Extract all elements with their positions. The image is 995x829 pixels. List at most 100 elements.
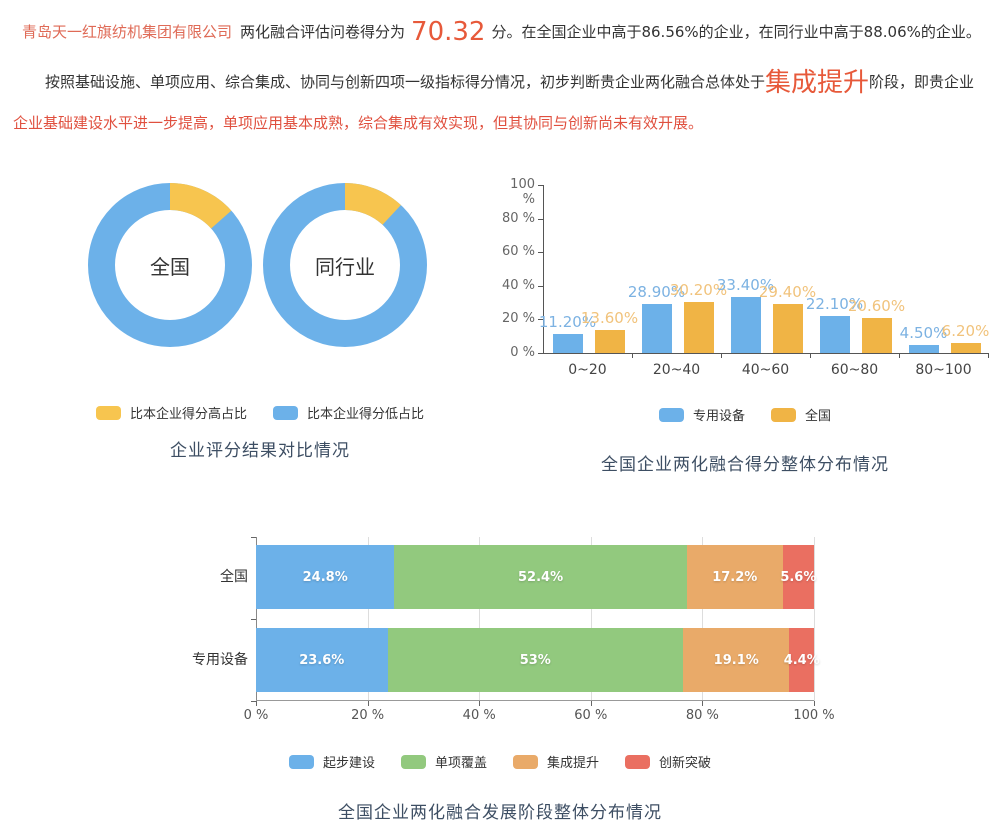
summary-lead: 两化融合评估问卷得分为 [240, 23, 406, 41]
segment-创新突破: 5.6% [780, 545, 817, 609]
bar-value-label: 6.20% [941, 321, 990, 340]
stage-name: 集成提升 [765, 68, 870, 98]
score-value: 70.32 [411, 17, 486, 47]
gridline [367, 537, 369, 701]
segment-label: 24.8% [302, 569, 348, 585]
bar-value-label: 28.90% [627, 283, 686, 302]
gridline [479, 537, 481, 701]
legend-item-2[interactable]: 集成提升 [513, 752, 599, 771]
legend-swatch-icon [288, 754, 314, 769]
x-axis-label: 80 % [685, 708, 719, 723]
stacked-bar-plot: 24.8% 52.4% 17.2% 5.6% 23.6% 53% 19.1% 4.4% [251, 537, 820, 706]
legend-item-3[interactable]: 创新突破 [625, 752, 711, 771]
donut-chart-block: 全国 同行业 比本企业得分高占比 比本企业得分低占比 企业评分结果对比情况 [60, 180, 460, 480]
y-axis-line [256, 537, 257, 701]
gridline [814, 537, 815, 701]
legend-swatch-icon [400, 754, 426, 769]
stacked-row-全国: 24.8% 52.4% 17.2% 5.6% [256, 545, 817, 609]
segment-label: 52.4% [518, 569, 564, 585]
grouped-bar-plot: 11.20% 13.60% 28.90% 30.20% 33.40% 29.40% 22.1… [539, 185, 989, 354]
y-axis-tick [251, 537, 256, 538]
x-axis-tick [367, 701, 369, 706]
segment-创新突破: 4.4% [784, 628, 820, 692]
legend-swatch-icon [625, 754, 651, 769]
legend-item-label: 创新突破 [659, 756, 712, 771]
legend-swatch-icon [95, 405, 121, 420]
stacked-chart-title: 全国企业两化融合发展阶段整体分布情况 [338, 803, 662, 823]
legend-item-label: 集成提升 [547, 756, 600, 771]
x-axis-line [256, 700, 814, 701]
segment-label: 5.6% [780, 569, 817, 585]
bar-value-label: 4.50% [899, 324, 948, 343]
y-axis-label: 100 % [510, 177, 535, 207]
segment-起步建设: 23.6% [256, 628, 388, 692]
legend-item-label: 比本企业得分低占比 [307, 407, 425, 422]
legend-item-1[interactable]: 比本企业得分低占比 [273, 403, 424, 422]
assessment-middle: 阶段，即贵企业 [869, 73, 975, 91]
legend-item-1[interactable]: 单项覆盖 [400, 752, 487, 771]
donut-ring-svg [263, 183, 427, 347]
gridline [590, 537, 592, 701]
legend-swatch-icon [513, 754, 538, 769]
assessment-paragraph: 按照基础设施、单项应用、综合集成、协同与创新四项一级指标得分情况，初步判断贵企业… [13, 62, 979, 143]
donut-national: 全国 [88, 183, 252, 347]
x-axis-tick [702, 701, 704, 706]
legend-item-label: 全国 [805, 409, 832, 424]
x-axis-tick [479, 701, 481, 706]
x-axis-label: 20 % [351, 708, 385, 723]
assessment-prefix: 按照基础设施、单项应用、综合集成、协同与创新四项一级指标得分情况，初步判断贵企业… [45, 73, 766, 91]
x-axis-label: 40 % [462, 708, 496, 723]
bar-全国-60~80 [861, 318, 892, 353]
legend-item-0[interactable]: 起步建设 [288, 752, 375, 771]
y-axis-tick [251, 701, 256, 702]
donut-slice-higher [263, 183, 427, 347]
bar-全国-80~100 [950, 342, 981, 353]
x-axis-tick [256, 701, 257, 706]
x-axis-label-80~100: 80~100 [915, 362, 972, 378]
segment-label: 23.6% [299, 652, 345, 668]
y-axis-label: 20 % [501, 311, 535, 327]
legend-item-label: 起步建设 [322, 756, 375, 771]
bar-value-label: 13.60% [580, 309, 639, 328]
stacked-chart-block: 24.8% 52.4% 17.2% 5.6% 23.6% 53% 19.1% 4.4% 0 %… [150, 530, 850, 829]
assessment-detail: 企业基础建设水平进一步提高，单项应用基本成熟，综合集成有效实现，但其协同与创新尚… [13, 114, 704, 132]
bar-专用设备-80~100 [908, 345, 939, 353]
bar-value-label: 29.40% [758, 282, 817, 301]
stacked-legend: 起步建设 单项覆盖 集成提升 创新突破 [150, 752, 850, 771]
segment-label: 19.1% [713, 652, 759, 668]
bar-专用设备-20~40 [641, 304, 672, 353]
bar-value-label: 11.20% [538, 313, 597, 332]
bar-专用设备-40~60 [730, 296, 761, 353]
segment-集成提升: 17.2% [686, 545, 783, 609]
segment-label: 53% [519, 652, 551, 668]
bar-专用设备-0~20 [552, 334, 583, 353]
x-axis-label: 60 % [574, 708, 608, 723]
bar-value-label: 20.60% [847, 297, 906, 316]
y-axis-label: 80 % [501, 210, 535, 226]
legend-item-label: 比本企业得分高占比 [129, 407, 247, 422]
bar-chart-title: 全国企业两化融合得分整体分布情况 [601, 455, 889, 475]
y-axis-label: 0 % [510, 345, 535, 360]
pie-legend: 比本企业得分高占比 比本企业得分低占比 [60, 403, 460, 422]
segment-集成提升: 19.1% [683, 628, 790, 692]
legend-item-1[interactable]: 全国 [771, 405, 831, 424]
gridline [702, 537, 704, 701]
legend-item-0[interactable]: 专用设备 [658, 405, 745, 424]
pie-chart-title: 企业评分结果对比情况 [170, 441, 350, 461]
x-axis-label-60~80: 60~80 [830, 362, 879, 378]
donut-ring-svg [88, 183, 252, 347]
legend-item-0[interactable]: 比本企业得分高占比 [95, 403, 247, 422]
bar-全国-40~60 [772, 303, 803, 353]
bar-value-label: 30.20% [669, 281, 728, 300]
legend-swatch-icon [771, 407, 796, 422]
x-axis-tick [814, 701, 815, 706]
donut-industry: 同行业 [263, 183, 427, 347]
row-label-专用设备: 专用设备 [192, 652, 248, 668]
legend-item-label: 单项覆盖 [434, 756, 487, 771]
summary-tail: 分。在全国企业中高于86.56%的企业，在同行业中高于88.06%的企业。 [491, 23, 981, 41]
bar-chart-block: 11.20% 13.60% 28.90% 30.20% 33.40% 29.40% 22.1… [495, 175, 995, 480]
x-axis-label-20~40: 20~40 [652, 362, 701, 378]
segment-起步建设: 24.8% [256, 545, 395, 609]
donut-center-label: 同行业 [315, 254, 375, 279]
y-axis-label: 40 % [501, 277, 535, 293]
